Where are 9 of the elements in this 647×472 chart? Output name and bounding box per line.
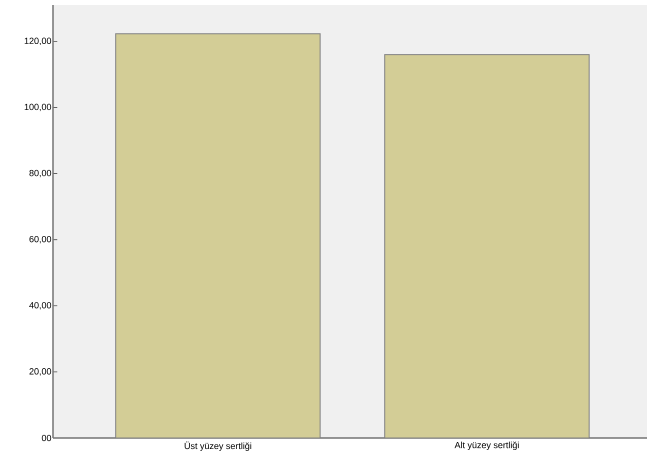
y-tick-label: 00 [42,434,52,442]
y-tick-label: 60,00 [29,236,52,244]
y-tick-label: 120,00 [24,38,52,46]
y-tick-label: 80,00 [29,170,52,178]
y-tick-label: 20,00 [29,368,52,376]
y-tick-label: 40,00 [29,302,52,310]
x-tick-label: Üst yüzey sertliği [184,442,252,451]
y-tick-label: 100,00 [24,104,52,112]
x-tick-label: Alt yüzey sertliği [454,442,519,450]
